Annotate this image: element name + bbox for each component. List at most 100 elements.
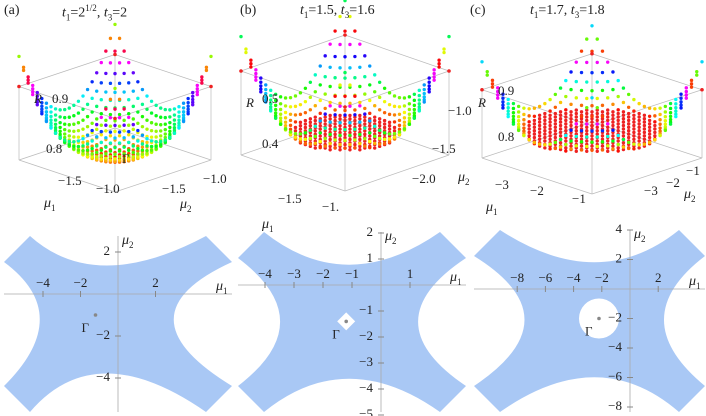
surface-dot xyxy=(558,100,563,105)
surface-dot xyxy=(283,120,288,124)
surface-dot xyxy=(293,125,298,130)
surface-dot xyxy=(437,58,441,62)
surface-dot xyxy=(642,127,647,131)
surface-dot xyxy=(579,114,584,119)
surface-dot xyxy=(53,131,58,136)
surface-dot xyxy=(181,110,186,114)
surface-dot xyxy=(653,130,657,135)
surface-dot xyxy=(104,152,108,156)
surface-dot xyxy=(553,125,558,129)
surface-dot xyxy=(537,142,542,146)
surface-dot xyxy=(104,136,108,140)
surface-dot xyxy=(558,141,563,145)
text-part: 1 xyxy=(303,9,309,20)
surface-dot xyxy=(442,50,446,55)
surface-dot xyxy=(392,94,397,98)
box-edge xyxy=(481,89,593,127)
surface-dot xyxy=(358,141,362,146)
surface-dot xyxy=(368,119,372,123)
surface-dot xyxy=(99,112,103,116)
surface-dot xyxy=(679,96,683,100)
surface-dot xyxy=(163,135,167,140)
box-edge xyxy=(114,127,212,161)
surface-dot xyxy=(298,102,303,107)
y-axis-label: μ2 xyxy=(180,198,192,214)
surface-dot xyxy=(67,142,71,147)
surface-dot xyxy=(81,118,85,122)
surface-dot xyxy=(298,112,303,117)
surface-dot xyxy=(140,152,145,156)
surface-dot xyxy=(668,106,673,111)
corner-dot xyxy=(239,69,243,73)
surface-dot xyxy=(108,36,113,41)
surface-dot xyxy=(149,139,154,143)
surface-dot xyxy=(647,135,652,140)
surface-dot xyxy=(343,29,347,33)
surface-dot xyxy=(382,122,387,126)
surface-dot xyxy=(172,118,177,122)
corner-dot xyxy=(209,84,213,89)
surface-dot xyxy=(104,49,108,53)
box-edge xyxy=(344,70,450,108)
surface-dot xyxy=(522,122,526,126)
surface-dot xyxy=(298,140,303,144)
surface-dot xyxy=(254,71,258,76)
text-part: 1 xyxy=(269,223,274,234)
surface-dot xyxy=(313,146,317,150)
y-tick-label: −6 xyxy=(608,368,622,383)
surface-dot xyxy=(108,141,113,145)
text-part: 2 xyxy=(392,235,397,246)
x-tick-label: −3 xyxy=(287,266,301,281)
surface-dot xyxy=(81,148,85,153)
x-axis-label: μ1 xyxy=(450,271,462,287)
surface-dot xyxy=(127,60,131,65)
surface-dot xyxy=(506,112,510,116)
y-tick-label: −1.0 xyxy=(448,103,472,118)
surface-dot xyxy=(511,122,516,126)
surface-dot xyxy=(527,130,531,135)
surface-dot xyxy=(558,130,563,135)
surface-dot xyxy=(585,139,589,143)
surface-dot xyxy=(136,146,140,151)
surface-dot xyxy=(417,93,421,98)
surface-dot xyxy=(323,144,327,148)
surface-dot xyxy=(186,107,190,111)
surface-dot xyxy=(626,132,631,136)
surface-dot xyxy=(177,121,181,125)
surface-dot xyxy=(113,129,117,134)
surface-dot xyxy=(63,135,67,140)
surface-dot xyxy=(564,94,568,99)
surface-dot xyxy=(611,139,615,143)
surface-dot xyxy=(348,142,352,147)
z-axis-label: R xyxy=(33,91,42,106)
surface-dot xyxy=(496,93,500,97)
surface-dot xyxy=(558,117,563,121)
surface-dot xyxy=(159,139,163,144)
surface-dot xyxy=(95,71,99,75)
surface-dot xyxy=(658,112,662,117)
box-edge xyxy=(591,157,703,195)
surface-dot xyxy=(85,87,90,92)
surface-dot xyxy=(527,107,531,111)
surface-dot xyxy=(548,97,552,102)
surface-dot xyxy=(358,137,362,142)
surface-dot xyxy=(516,104,521,109)
surface-dot xyxy=(140,139,145,144)
surface-dot xyxy=(626,111,631,116)
surface-dot xyxy=(402,116,407,120)
surface-dot xyxy=(333,132,337,137)
surface-dot xyxy=(95,150,99,155)
surface-dot xyxy=(85,139,90,144)
surface-dot xyxy=(127,157,131,161)
surface-dot xyxy=(353,54,357,59)
y-tick-label: 2 xyxy=(104,243,111,258)
surface-dot xyxy=(117,130,122,134)
surface-dot xyxy=(422,91,426,96)
surface-dot xyxy=(585,149,589,153)
surface-dot xyxy=(273,98,278,103)
x-tick-label: −2 xyxy=(530,183,544,198)
corner-dot xyxy=(480,87,484,92)
surface-dot xyxy=(585,129,589,133)
surface-dot xyxy=(632,134,636,138)
